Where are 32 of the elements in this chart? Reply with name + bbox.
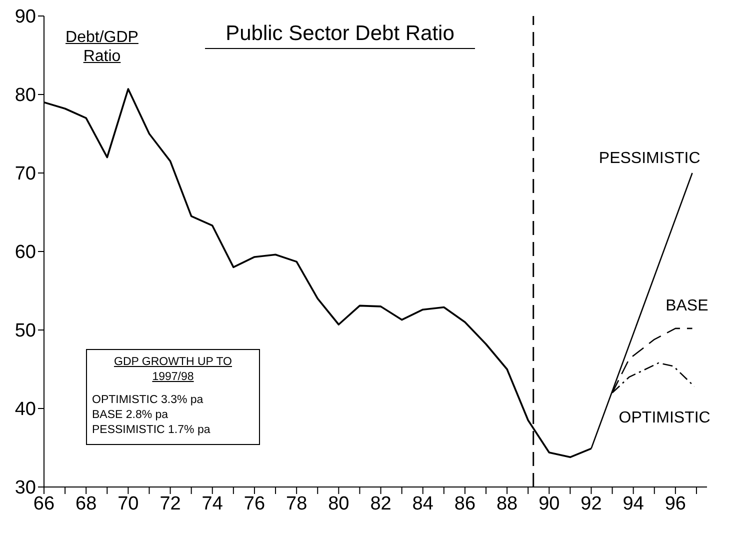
x-tick-label: 78 xyxy=(286,493,308,514)
x-tick-label: 70 xyxy=(118,493,139,514)
y-tick-label: 80 xyxy=(14,85,36,106)
x-tick-label: 84 xyxy=(412,493,434,514)
x-tick-label: 68 xyxy=(76,493,97,514)
x-tick-label: 96 xyxy=(664,493,686,514)
x-tick-label: 66 xyxy=(33,493,55,514)
x-tick-label: 88 xyxy=(496,493,518,514)
annotation: PESSIMISTIC 1.7% pa xyxy=(92,423,212,438)
y-tick-label: 30 xyxy=(14,478,36,499)
x-tick-label: 90 xyxy=(538,493,560,514)
x-tick-label: 94 xyxy=(622,493,644,514)
x-tick-label: 92 xyxy=(580,493,602,514)
y-tick-label: 50 xyxy=(14,320,36,342)
annotation: GDP GROWTH UP TO 1997/98 xyxy=(113,355,233,385)
x-tick-label: 76 xyxy=(244,493,266,514)
x-tick-label: 72 xyxy=(160,493,181,514)
y-tick-label: 60 xyxy=(14,242,36,264)
series-label: OPTIMISTIC xyxy=(618,410,710,427)
series-label: PESSIMISTIC xyxy=(598,150,700,167)
annotation: BASE 2.8% pa xyxy=(92,408,170,423)
series-label: BASE xyxy=(666,297,708,314)
y-axis-title: Debt/GDP Ratio xyxy=(64,28,140,66)
y-tick-label: 70 xyxy=(14,164,36,185)
x-tick-label: 82 xyxy=(370,493,392,514)
y-tick-label: 90 xyxy=(14,6,36,28)
y-tick-label: 40 xyxy=(14,399,36,420)
x-tick-label: 80 xyxy=(328,493,350,514)
x-tick-label: 74 xyxy=(202,493,224,514)
annotation: OPTIMISTIC 3.3% pa xyxy=(92,393,204,408)
chart-title: Public Sector Debt Ratio xyxy=(205,22,475,49)
x-tick-label: 86 xyxy=(454,493,476,514)
